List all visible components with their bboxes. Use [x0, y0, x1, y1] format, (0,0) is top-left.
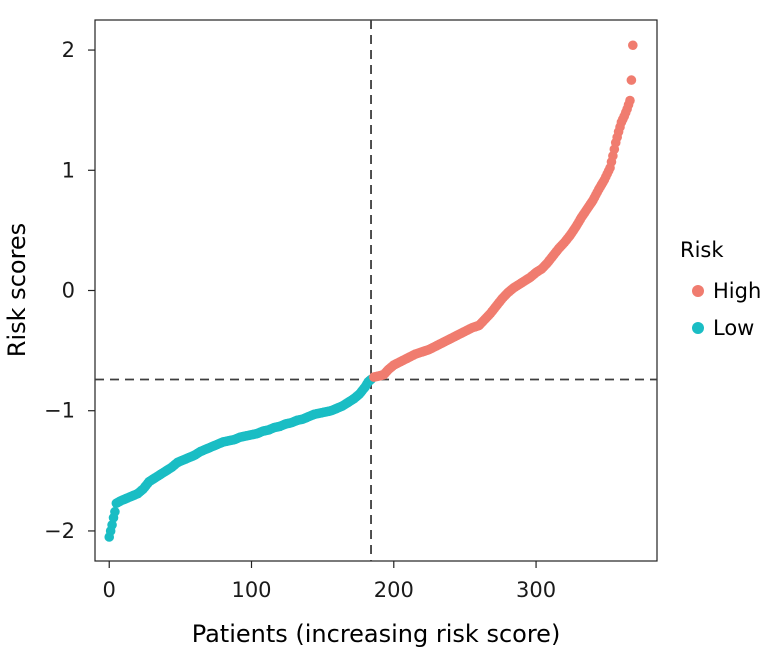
legend-title: Risk — [680, 238, 724, 262]
legend-high-label: High — [713, 279, 761, 303]
data-point-high — [625, 95, 635, 106]
y-tick-label: −2 — [44, 519, 75, 543]
data-point-low — [107, 520, 117, 530]
data-point-low — [110, 506, 120, 517]
y-tick-label: 1 — [62, 158, 75, 182]
legend: Risk High Low — [680, 238, 761, 340]
data-point-high — [628, 40, 638, 51]
data-point-high — [626, 75, 637, 85]
y-tick-label: 0 — [62, 279, 75, 303]
y-tick-label: −1 — [44, 399, 75, 423]
legend-low-label: Low — [713, 316, 754, 340]
x-tick-label: 200 — [374, 578, 414, 602]
x-tick-label: 100 — [231, 578, 271, 602]
plot-panel-border — [94, 19, 658, 562]
y-axis-title: Risk scores — [3, 223, 31, 357]
x-axis-title: Patients (increasing risk score) — [192, 620, 561, 648]
x-axis: 0 100 200 300 — [103, 561, 556, 602]
y-axis: −2 −1 0 1 2 — [44, 38, 95, 543]
x-tick-label: 0 — [103, 578, 116, 602]
legend-high-marker — [692, 285, 704, 297]
cutoff-lines — [95, 20, 657, 561]
points-layer — [104, 40, 638, 542]
y-tick-label: 2 — [62, 38, 75, 62]
x-tick-label: 300 — [516, 578, 556, 602]
legend-low-marker — [692, 322, 704, 334]
